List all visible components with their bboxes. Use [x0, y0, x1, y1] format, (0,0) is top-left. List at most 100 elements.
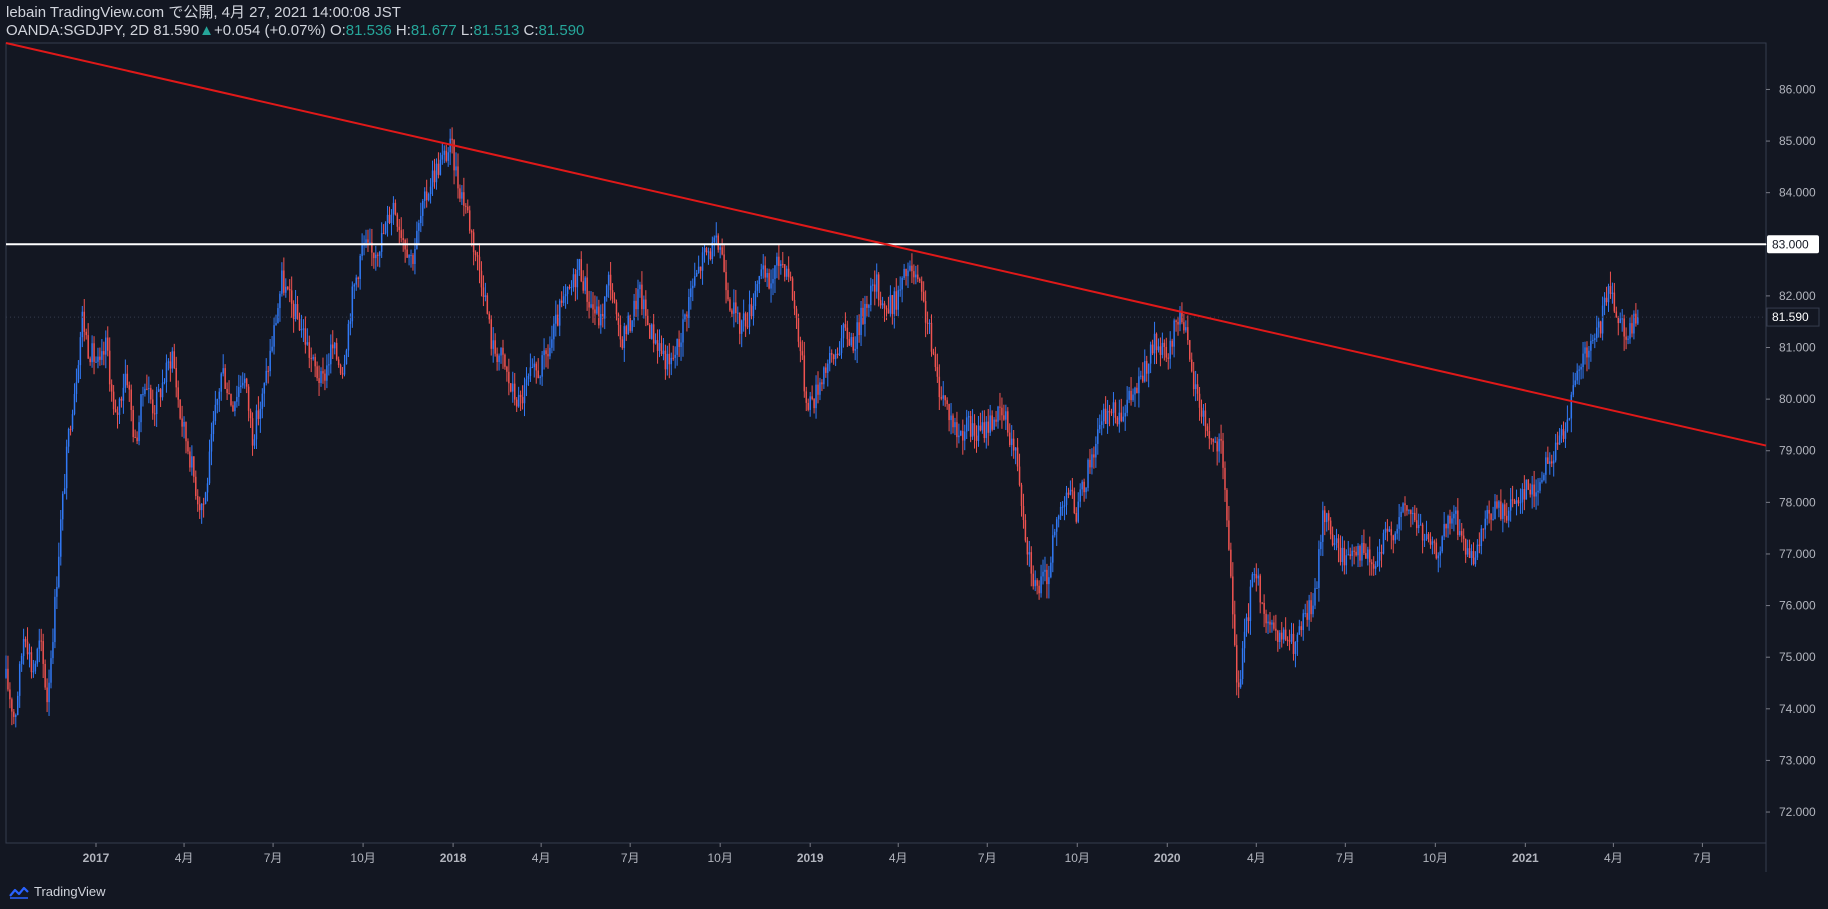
- candle-body: [582, 281, 584, 291]
- candle-body: [1016, 447, 1019, 467]
- candle-body: [298, 318, 301, 331]
- tradingview-footer[interactable]: TradingView: [8, 884, 106, 899]
- time-tick-label: 10月: [707, 851, 732, 865]
- candle-body: [600, 314, 602, 326]
- candle-body: [373, 252, 375, 259]
- level-price-label: 83.000: [1772, 237, 1809, 251]
- candle-body: [821, 382, 823, 385]
- candle-body: [202, 503, 205, 505]
- candle-body: [212, 421, 215, 435]
- candle-body: [1175, 320, 1177, 322]
- symbol-label[interactable]: OANDA:SGDJPY, 2D: [6, 22, 150, 39]
- candle-body: [459, 188, 461, 199]
- candle-body: [484, 295, 487, 297]
- candle-body: [1054, 531, 1056, 536]
- candle-body: [979, 425, 982, 431]
- candle-body: [1269, 621, 1271, 625]
- candle-body: [549, 347, 551, 357]
- candle-body: [1543, 474, 1545, 481]
- candle-body: [946, 400, 948, 405]
- candle-body: [936, 366, 939, 377]
- candle-body: [1134, 387, 1136, 395]
- candle-body: [1415, 520, 1418, 529]
- candle-body: [193, 456, 195, 477]
- candle-body: [962, 430, 964, 441]
- candle-body: [574, 274, 577, 288]
- candle-body: [1480, 528, 1483, 546]
- candle-body: [852, 337, 854, 351]
- candle-body: [686, 314, 688, 318]
- candle-body: [635, 300, 637, 310]
- candle-body: [705, 248, 708, 253]
- candle-body: [269, 350, 271, 372]
- candle-body: [690, 288, 692, 297]
- candle-body: [422, 200, 424, 216]
- candle-body: [251, 418, 254, 446]
- candle-body: [218, 391, 221, 399]
- candle-body: [13, 711, 15, 717]
- candle-body: [1042, 571, 1044, 577]
- candle-body: [756, 284, 759, 291]
- candle-body: [1507, 510, 1510, 521]
- candle-body: [1482, 528, 1485, 530]
- candle-body: [1517, 500, 1520, 503]
- candle-body: [1562, 429, 1565, 439]
- candle-body: [136, 437, 138, 442]
- candle-body: [106, 337, 109, 351]
- candle-body: [948, 404, 950, 421]
- candle-body: [1022, 506, 1025, 521]
- candle-body: [73, 393, 76, 415]
- candle-body: [1533, 484, 1535, 497]
- candle-body: [1529, 489, 1531, 495]
- candle-body: [148, 388, 150, 390]
- candle-body: [1400, 511, 1402, 518]
- candle-body: [1149, 344, 1152, 364]
- price-tick-label: 80.000: [1779, 392, 1816, 406]
- candle-body: [263, 382, 266, 394]
- candle-body: [834, 353, 837, 360]
- candle-body: [1324, 510, 1326, 523]
- candle-body: [83, 311, 86, 332]
- candle-body: [392, 202, 395, 215]
- candle-body: [570, 287, 573, 289]
- candle-body: [938, 376, 941, 398]
- candle-body: [1629, 323, 1631, 339]
- candle-body: [967, 416, 970, 418]
- candle-body: [16, 695, 19, 715]
- candle-body: [355, 277, 357, 285]
- price-axis[interactable]: 72.000 73.000 74.000 75.000 76.000 77.000 78.0…: [1766, 82, 1820, 819]
- candle-body: [48, 682, 50, 703]
- candle-body: [470, 230, 473, 233]
- candle-body: [357, 277, 359, 279]
- candle-body: [1185, 327, 1187, 331]
- candle-body: [1359, 545, 1361, 561]
- time-axis[interactable]: 2017 4月 7月 10月 2018 4月 7月 10月 2019 4月 7月 10月 2020 4月 7…: [83, 843, 1712, 865]
- candle-body: [954, 422, 956, 428]
- candle-body: [1212, 438, 1214, 442]
- candle-body: [222, 368, 224, 374]
- candle-body: [782, 263, 784, 265]
- candle-body: [488, 313, 491, 320]
- candle-body: [969, 416, 972, 437]
- candle-body: [281, 270, 283, 294]
- candle-body: [1337, 538, 1340, 548]
- candle-body: [977, 425, 980, 441]
- candle-body: [1504, 504, 1506, 516]
- candle-body: [42, 641, 44, 664]
- candle-body: [637, 289, 639, 310]
- candle-body: [326, 365, 328, 381]
- candle-body: [306, 342, 309, 345]
- candle-body: [1431, 541, 1434, 545]
- candle-body: [97, 356, 99, 362]
- candle-body: [1439, 551, 1441, 556]
- candle-body: [733, 302, 735, 314]
- candle-body: [359, 255, 361, 279]
- price-chart[interactable]: 72.000 73.000 74.000 75.000 76.000 77.000 78.0…: [0, 0, 1828, 880]
- candle-body: [1210, 438, 1213, 440]
- candle-body: [234, 401, 236, 412]
- candle-body: [780, 263, 782, 266]
- candle-body: [69, 429, 72, 431]
- candle-body: [1044, 569, 1046, 572]
- candle-body: [1130, 390, 1132, 401]
- candle-body: [1335, 538, 1338, 543]
